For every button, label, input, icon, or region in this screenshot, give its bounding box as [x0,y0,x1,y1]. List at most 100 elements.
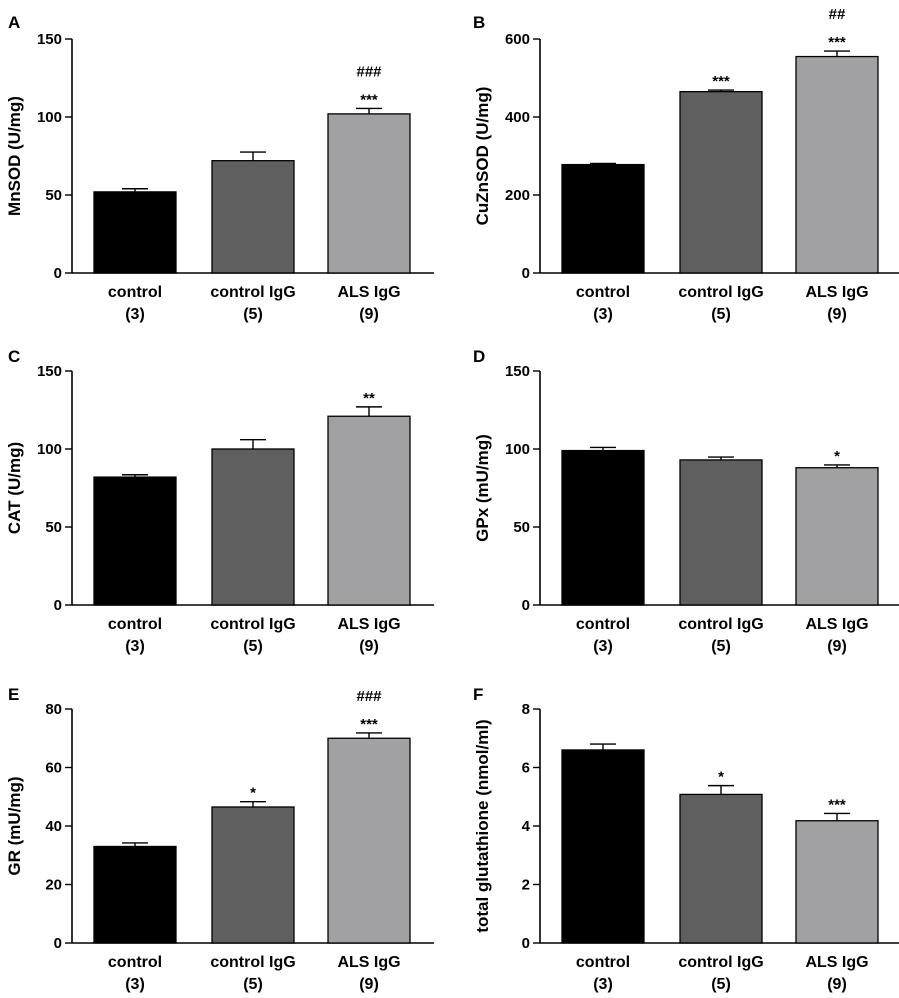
y-axis-label: GR (mU/mg) [5,776,24,875]
x-tick-label: control IgG [210,284,295,301]
y-tick-label: 60 [45,760,62,777]
significance-label: *** [828,796,846,813]
bar [561,449,645,606]
x-tick-label: control IgG [678,284,763,301]
significance-label: * [718,769,724,786]
panel-letter: E [8,685,19,704]
y-tick-label: 2 [522,877,530,894]
y-tick-label: 600 [505,31,530,48]
significance-label: *** [360,91,378,108]
panel-letter: C [8,347,20,366]
x-tick-label: ALS IgG [337,616,400,633]
y-tick-label: 0 [522,597,530,614]
x-tick-label: ALS IgG [805,954,868,971]
x-tick-label: control IgG [678,954,763,971]
y-tick-label: 0 [54,597,62,614]
y-tick-label: 100 [37,109,62,126]
bar [679,793,763,944]
x-tick-label: ALS IgG [337,284,400,301]
bar [93,845,177,944]
y-tick-label: 0 [54,935,62,952]
panel-d: D GPx (mU/mg) 0 50 100 150 control (3) control I… [473,347,899,655]
x-tick-label: control IgG [678,616,763,633]
y-axis-label: CAT (U/mg) [5,442,24,534]
y-tick-label: 4 [522,818,531,835]
y-tick-label: 150 [37,363,62,380]
y-tick-label: 100 [505,441,530,458]
group-size-label: (9) [359,638,379,655]
bar [327,113,411,274]
group-size-label: (3) [125,306,145,323]
panel-letter: B [473,13,485,32]
group-size-label: (9) [827,306,847,323]
y-tick-label: 50 [513,519,530,536]
y-axis-label: GPx (mU/mg) [473,434,492,542]
panel-letter: F [473,685,483,704]
bar [211,160,295,274]
bar [327,415,411,606]
y-tick-label: 50 [45,519,62,536]
significance-label: ### [356,688,382,705]
y-tick-label: 6 [522,760,530,777]
bar [795,467,879,606]
group-size-label: (9) [827,976,847,993]
x-tick-label: control [576,616,630,633]
panel-e: E GR (mU/mg) 0 20 40 60 80 control (3) * control I… [5,685,434,993]
bar [795,55,879,274]
y-axis-label: total glutathione (nmol/ml) [473,719,492,932]
y-tick-label: 20 [45,877,62,894]
y-tick-label: 50 [45,187,62,204]
group-size-label: (5) [711,976,731,993]
bar [561,163,645,274]
bar [211,448,295,606]
x-tick-label: control [108,954,162,971]
x-tick-label: ALS IgG [805,284,868,301]
x-tick-label: control [108,616,162,633]
bar [93,191,177,274]
group-size-label: (3) [593,976,613,993]
group-size-label: (9) [827,638,847,655]
y-tick-label: 100 [37,441,62,458]
significance-label: *** [360,716,378,733]
x-tick-label: control [576,954,630,971]
bar [561,749,645,944]
significance-label: *** [828,34,846,51]
panel-c: C CAT (U/mg) 0 50 100 150 control (3) control Ig… [5,347,434,655]
x-tick-label: control IgG [210,954,295,971]
group-size-label: (5) [711,306,731,323]
panel-a: A MnSOD (U/mg) 0 50 100 150 control (3) control … [5,13,434,323]
group-size-label: (3) [125,638,145,655]
y-tick-label: 8 [522,701,530,718]
y-tick-label: 150 [37,31,62,48]
y-tick-label: 400 [505,109,530,126]
bar [93,476,177,606]
group-size-label: (5) [243,306,263,323]
significance-label: ** [363,390,375,407]
panel-b: B CuZnSOD (U/mg) 0 200 400 600 control (3) *** co… [473,6,899,323]
group-size-label: (9) [359,976,379,993]
y-tick-label: 0 [522,265,530,282]
y-tick-label: 200 [505,187,530,204]
bar [211,806,295,944]
significance-label: * [834,448,840,465]
group-size-label: (5) [711,638,731,655]
group-size-label: (3) [593,306,613,323]
y-tick-label: 0 [522,935,530,952]
significance-label: *** [712,73,730,90]
panel-letter: A [8,13,20,32]
group-size-label: (5) [243,638,263,655]
x-tick-label: ALS IgG [805,616,868,633]
x-tick-label: control [108,284,162,301]
x-tick-label: ALS IgG [337,954,400,971]
significance-label: ## [829,6,846,23]
x-tick-label: control [576,284,630,301]
y-tick-label: 80 [45,701,62,718]
bar [679,459,763,606]
significance-label: * [250,785,256,802]
significance-label: ### [356,63,382,80]
panel-letter: D [473,347,485,366]
y-axis-label: CuZnSOD (U/mg) [473,87,492,226]
